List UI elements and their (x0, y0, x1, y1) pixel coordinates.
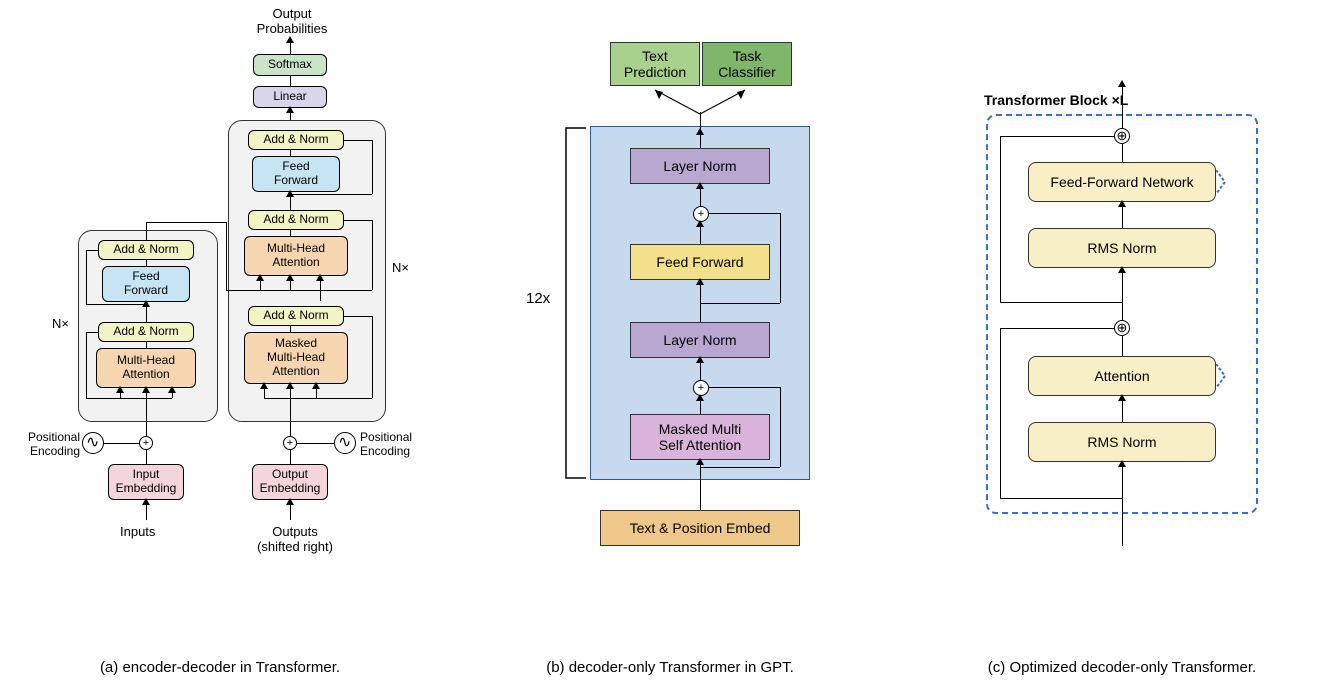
enc-pos-sine-icon (82, 432, 104, 454)
layer-count-label: 12x (526, 290, 550, 307)
opt-ffn-notch-icon (1216, 170, 1226, 194)
dec-pos-sine-icon (334, 432, 356, 454)
dec-addnorm-3: Add & Norm (248, 306, 344, 326)
gpt-feedforward: Feed Forward (630, 244, 770, 280)
panel-c-optimized: Transformer Block ×L ⊕ Feed-Forward Netw… (900, 0, 1344, 640)
enc-pos-add-icon: + (139, 436, 153, 450)
input-embedding: Input Embedding (108, 464, 184, 500)
transformer-block-title: Transformer Block ×L (984, 92, 1128, 108)
enc-addnorm-1: Add & Norm (98, 240, 194, 260)
dec-addnorm-1: Add & Norm (248, 130, 344, 150)
opt-rmsnorm-1: RMS Norm (1028, 228, 1216, 268)
gpt-layernorm-1: Layer Norm (630, 148, 770, 184)
enc-multihead: Multi-Head Attention (96, 348, 196, 388)
dec-multihead-cross: Multi-Head Attention (244, 236, 348, 276)
dec-addnorm-2: Add & Norm (248, 210, 344, 230)
dec-pos-add-icon: + (283, 436, 297, 450)
gpt-masked-attention: Masked Multi Self Attention (630, 414, 770, 460)
output-probabilities-label: Output Probabilities (232, 6, 352, 36)
opt-attention-notch-icon (1216, 364, 1226, 388)
gpt-layernorm-2: Layer Norm (630, 322, 770, 358)
enc-feedforward: Feed Forward (102, 266, 190, 302)
encoder-nx-label: N× (52, 316, 69, 331)
opt-residual-add-1: ⊕ (1114, 128, 1130, 144)
opt-attention: Attention (1028, 356, 1216, 396)
opt-residual-add-2: ⊕ (1114, 320, 1130, 336)
text-prediction-box: Text Prediction (610, 42, 700, 86)
opt-rmsnorm-2: RMS Norm (1028, 422, 1216, 462)
caption-c: (c) Optimized decoder-only Transformer. (900, 659, 1344, 676)
opt-ffn: Feed-Forward Network (1028, 162, 1216, 202)
outputs-label: Outputs (shifted right) (250, 524, 340, 554)
caption-a: (a) encoder-decoder in Transformer. (0, 659, 440, 676)
dec-masked-multihead: Masked Multi-Head Attention (244, 332, 348, 384)
layer-bracket (558, 126, 588, 480)
dec-pos-label: Positional Encoding (360, 430, 432, 458)
task-classifier-box: Task Classifier (702, 42, 792, 86)
enc-addnorm-2: Add & Norm (98, 322, 194, 342)
panel-b-gpt-decoder: Text Prediction Task Classifier 12x Laye… (440, 0, 900, 640)
panel-a-encoder-decoder: Output Probabilities Softmax Linear N× A… (0, 0, 440, 640)
decoder-nx-label: N× (392, 260, 409, 275)
gpt-embed: Text & Position Embed (600, 510, 800, 546)
caption-b: (b) decoder-only Transformer in GPT. (440, 659, 900, 676)
softmax-box: Softmax (253, 54, 327, 76)
captions-row: (a) encoder-decoder in Transformer. (b) … (0, 659, 1344, 676)
linear-box: Linear (253, 86, 327, 108)
enc-pos-label: Positional Encoding (8, 430, 80, 458)
dec-feedforward: Feed Forward (252, 156, 340, 192)
inputs-label: Inputs (120, 524, 155, 539)
split-arrows (635, 86, 765, 116)
output-embedding: Output Embedding (252, 464, 328, 500)
